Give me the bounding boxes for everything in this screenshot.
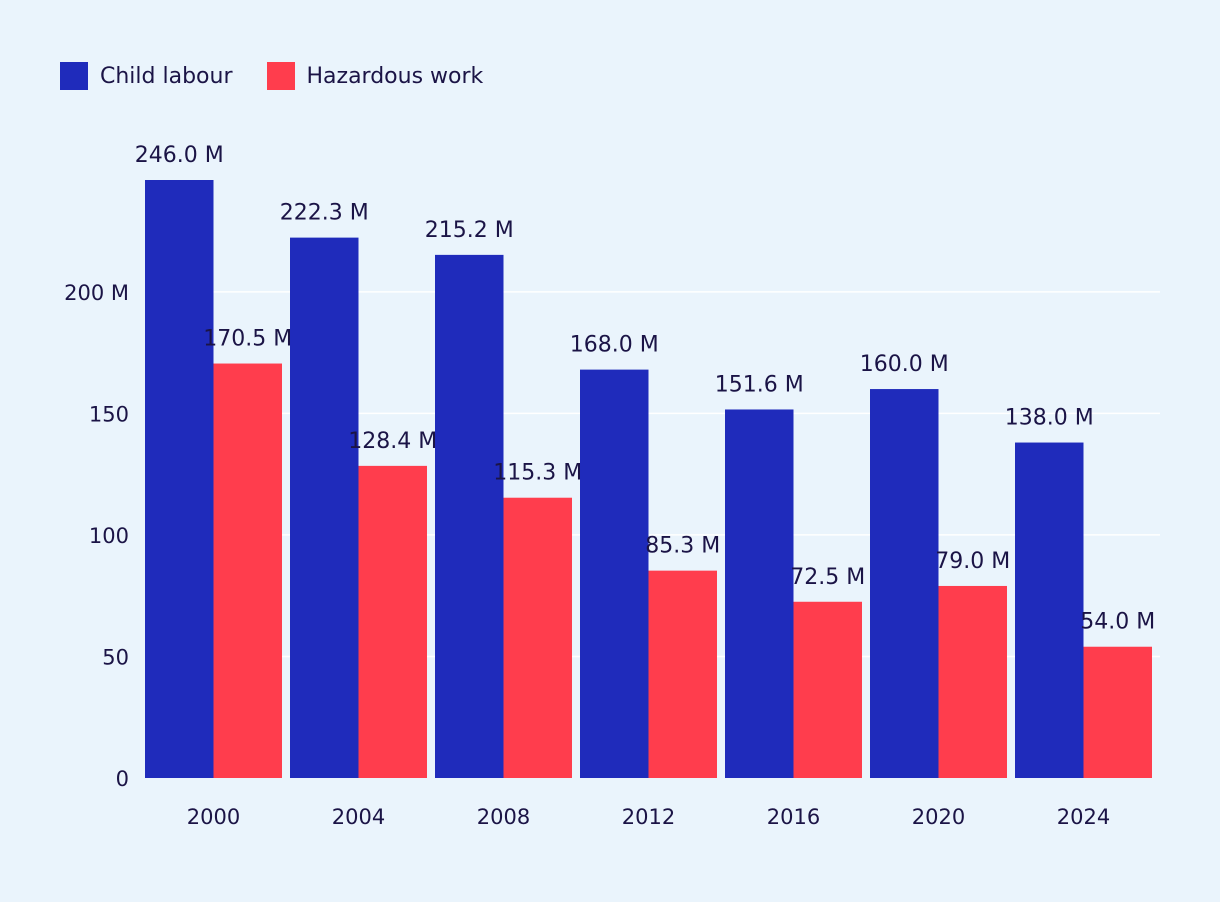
bar-child-labour[interactable] (145, 180, 214, 778)
bar-hazardous-work[interactable] (1083, 646, 1153, 778)
bar-child-labour[interactable] (725, 409, 794, 778)
legend-label-hazardous-work: Hazardous work (306, 63, 484, 89)
data-label: 79.0 M (935, 549, 1010, 574)
y-tick-label: 200 M (64, 281, 129, 305)
data-label: 151.6 M (715, 372, 804, 397)
bar-child-labour[interactable] (580, 369, 649, 778)
data-label: 115.3 M (493, 461, 582, 486)
bar-hazardous-work[interactable] (938, 585, 1008, 778)
data-label: 222.3 M (280, 201, 369, 226)
bar-hazardous-work[interactable] (213, 363, 283, 778)
bar-hazardous-work[interactable] (503, 497, 573, 778)
legend: Child labour Hazardous work (60, 62, 517, 90)
legend-swatch-child-labour (60, 62, 88, 90)
x-tick-label: 2008 (477, 805, 530, 829)
legend-label-child-labour: Child labour (100, 63, 233, 89)
data-label: 72.5 M (790, 565, 865, 590)
data-label: 246.0 M (135, 143, 224, 168)
x-tick-label: 2020 (912, 805, 965, 829)
data-label: 160.0 M (860, 352, 949, 377)
bar-hazardous-work[interactable] (793, 601, 863, 778)
bar-child-labour[interactable] (435, 254, 504, 778)
y-tick-label: 0 (116, 767, 129, 791)
bar-child-labour[interactable] (290, 237, 359, 779)
data-label: 170.5 M (203, 327, 292, 352)
data-label: 168.0 M (570, 333, 659, 358)
data-label: 54.0 M (1080, 610, 1155, 635)
x-tick-label: 2012 (622, 805, 675, 829)
y-tick-label: 100 (89, 524, 129, 548)
legend-swatch-hazardous-work (266, 62, 295, 90)
data-label: 85.3 M (645, 534, 720, 559)
y-tick-label: 150 (89, 402, 129, 426)
data-label: 215.2 M (425, 218, 514, 243)
x-tick-label: 2016 (767, 805, 820, 829)
data-label: 128.4 M (348, 429, 437, 454)
y-tick-label: 50 (102, 645, 129, 669)
bar-child-labour[interactable] (1015, 442, 1084, 778)
legend-item-child-labour[interactable]: Child labour (60, 62, 233, 90)
data-label: 138.0 M (1005, 406, 1094, 431)
bar-hazardous-work[interactable] (648, 570, 718, 778)
x-tick-label: 2024 (1057, 805, 1110, 829)
x-tick-label: 2000 (187, 805, 240, 829)
x-tick-label: 2004 (332, 805, 385, 829)
bar-child-labour[interactable] (870, 389, 939, 778)
legend-item-hazardous-work[interactable]: Hazardous work (266, 62, 484, 90)
bar-hazardous-work[interactable] (358, 465, 428, 778)
